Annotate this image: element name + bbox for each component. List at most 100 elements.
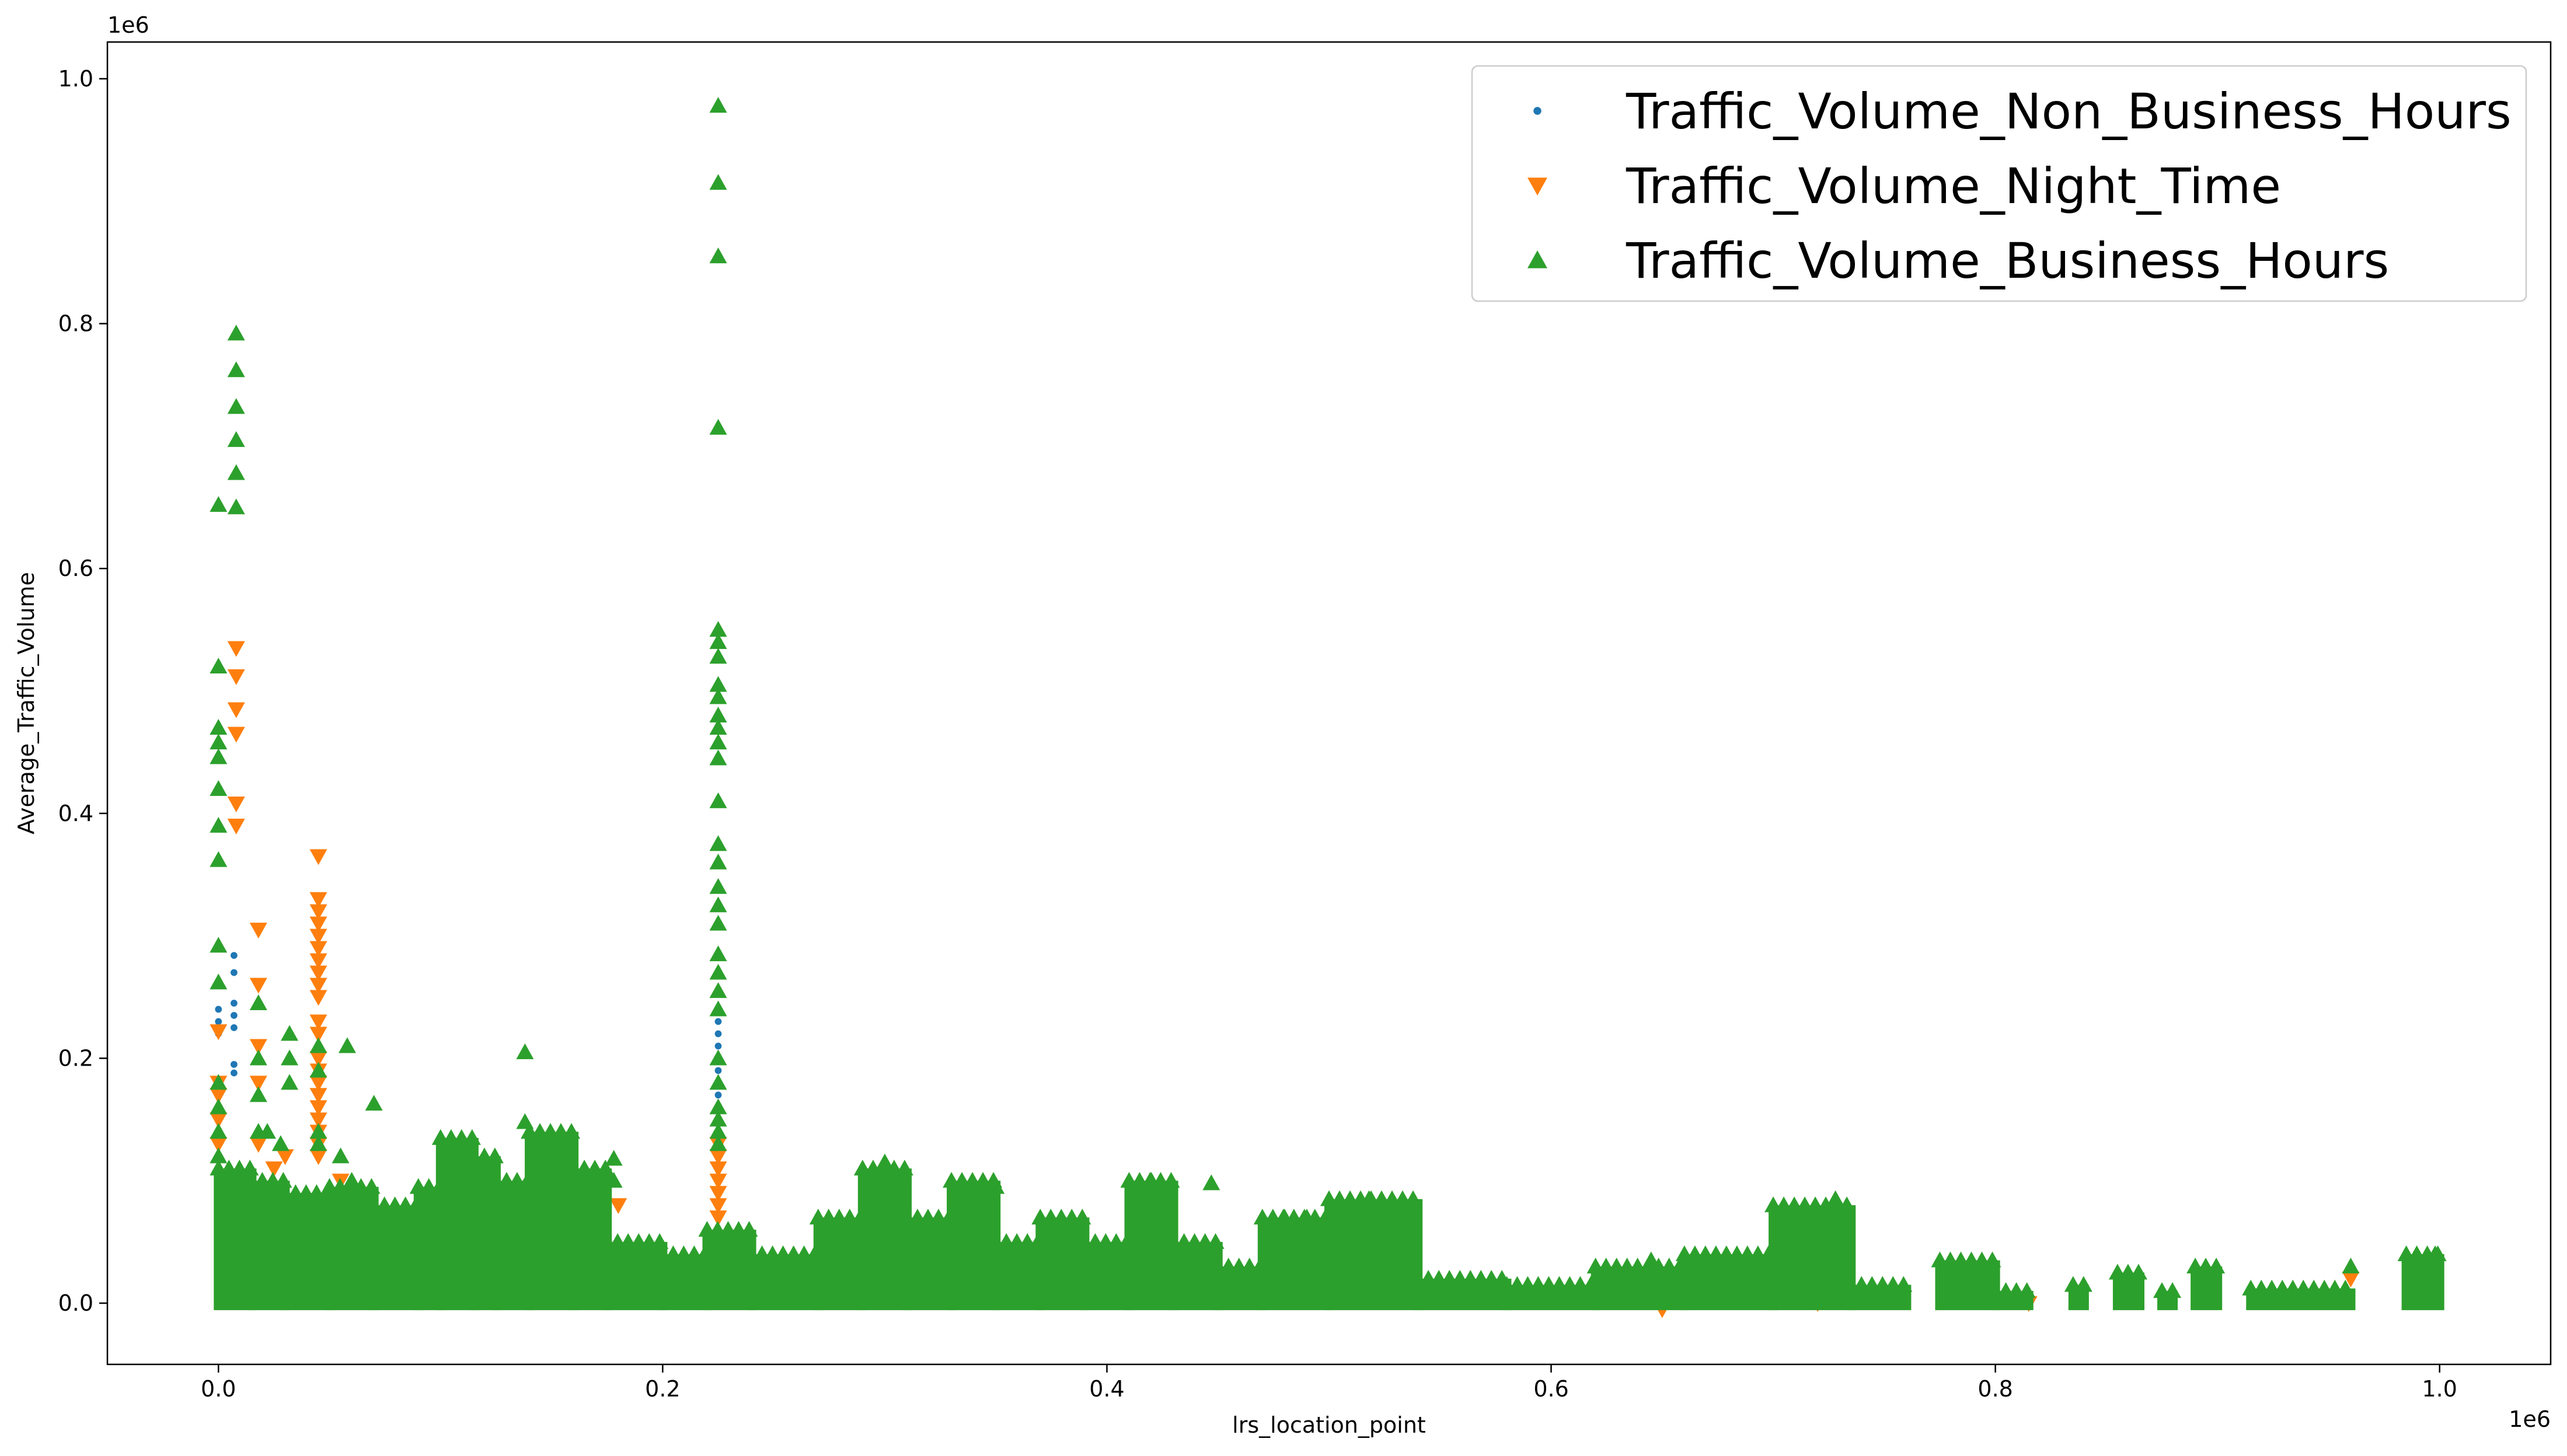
data-point (309, 849, 327, 865)
data-point (210, 1074, 228, 1090)
data-point (1387, 1214, 1405, 1231)
data-point (1360, 1190, 1378, 1206)
data-point (231, 1069, 238, 1077)
data-point (709, 982, 727, 998)
data-point (227, 398, 245, 414)
data-point (709, 1098, 727, 1115)
x-tick-label: 0.0 (201, 1376, 236, 1402)
marker-cluster (2191, 1266, 2223, 1311)
legend-label: Traffic_Volume_Non_Business_Hours (1626, 83, 2512, 140)
data-point (709, 1161, 727, 1178)
data-point (709, 1135, 727, 1151)
data-point (709, 734, 727, 750)
data-point (231, 952, 238, 959)
data-point (309, 965, 327, 982)
series-Traffic_Volume_Business_Hours (210, 97, 2447, 1311)
data-point (362, 1178, 381, 1194)
data-point (227, 464, 245, 480)
data-point (249, 1086, 267, 1102)
data-point (210, 1098, 228, 1115)
data-point (309, 1135, 327, 1151)
data-point (709, 648, 727, 664)
data-point (309, 892, 327, 908)
data-point (714, 1042, 722, 1050)
data-point (1142, 1172, 1160, 1188)
data-point (210, 1147, 228, 1164)
legend: Traffic_Volume_Non_Business_Hours Traffic… (1471, 65, 2527, 302)
data-point (309, 928, 327, 945)
data-point (249, 977, 267, 994)
data-point (309, 1100, 327, 1116)
data-point (249, 1049, 267, 1066)
data-point (709, 792, 727, 808)
data-point (227, 818, 245, 835)
data-point (309, 990, 327, 1006)
data-point (516, 1043, 534, 1059)
marker-cluster (2401, 1254, 2444, 1311)
data-point (274, 1172, 292, 1188)
data-point (258, 1123, 276, 1139)
legend-entry: Traffic_Volume_Night_Time (1527, 158, 2281, 215)
data-point (309, 1014, 327, 1031)
data-point (249, 994, 267, 1011)
marker-cluster (1769, 1205, 1856, 1311)
y-tick-label: 0.8 (58, 311, 93, 337)
data-point (210, 1112, 228, 1129)
data-point (1162, 1172, 1180, 1188)
data-point (1895, 1276, 1913, 1292)
data-point (709, 1174, 727, 1190)
data-point (309, 977, 327, 994)
legend-entry: Traffic_Volume_Business_Hours (1527, 232, 2389, 289)
data-point (709, 835, 727, 851)
data-point (709, 853, 727, 870)
data-point (227, 361, 245, 378)
data-point (309, 904, 327, 920)
data-point (227, 727, 245, 743)
data-point (231, 1061, 238, 1068)
data-point (249, 923, 267, 939)
data-point (309, 1123, 327, 1139)
data-point (231, 1024, 238, 1031)
data-point (709, 1074, 727, 1090)
data-point (332, 1147, 350, 1164)
x-axis-label: lrs_location_point (1232, 1412, 1426, 1438)
data-point (709, 621, 727, 637)
data-point (271, 1135, 290, 1151)
y-tick-label: 0.4 (58, 801, 93, 826)
data-point (709, 963, 727, 980)
y-tick-label: 0.6 (58, 556, 93, 581)
data-point (365, 1095, 383, 1111)
data-point (709, 676, 727, 692)
data-point (709, 1186, 727, 1202)
data-point (215, 1005, 222, 1013)
y-tick-label: 1.0 (58, 66, 93, 92)
data-point (231, 1012, 238, 1019)
y-tick-label: 0.0 (58, 1290, 93, 1316)
data-point (709, 718, 727, 735)
data-point (309, 1051, 327, 1067)
y-axis-label: Average_Traffic_Volume (13, 572, 39, 835)
data-point (2336, 1279, 2355, 1296)
legend-entry: Traffic_Volume_Non_Business_Hours (1533, 83, 2512, 140)
data-point (954, 1174, 972, 1190)
data-point (231, 1000, 238, 1007)
data-point (276, 1149, 294, 1165)
y-tick-label: 0.2 (58, 1045, 93, 1071)
data-point (249, 1039, 267, 1055)
plot-frame (106, 41, 2552, 1366)
data-point (210, 1088, 228, 1104)
data-point (709, 1198, 727, 1214)
data-point (740, 1221, 758, 1237)
data-point (210, 973, 228, 990)
marker-cluster (1591, 1266, 1689, 1311)
data-point (2164, 1282, 2182, 1298)
data-point (1983, 1251, 2001, 1268)
legend-box (1471, 65, 2527, 302)
series-layer (210, 97, 2447, 1318)
marker-cluster (1324, 1199, 1423, 1311)
data-point (309, 1088, 327, 1104)
data-point (210, 748, 228, 764)
data-point (1206, 1233, 1225, 1249)
data-point (709, 945, 727, 962)
